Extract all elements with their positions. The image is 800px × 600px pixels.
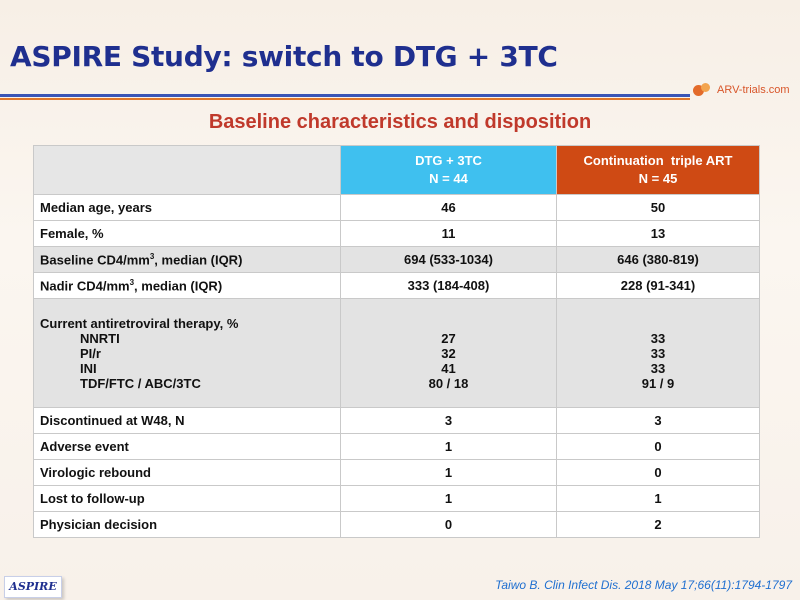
table-row: Nadir CD4/mm3, median (IQR) 333 (184-408… [33, 272, 760, 299]
art-dtg-pir: 32 [441, 345, 456, 361]
table-header-row: DTG + 3TC N = 44 Continuation triple ART… [33, 145, 760, 195]
cell-female-dtg: 11 [340, 220, 557, 247]
row-label-virologic-rebound: Virologic rebound [33, 459, 341, 486]
arv-trials-logo[interactable]: ARV-trials.com [693, 80, 790, 100]
art-dtg-ini: 41 [441, 360, 456, 376]
cell-nadir-dtg: 333 (184-408) [340, 272, 557, 299]
cd4-label-post: , median (IQR) [154, 252, 243, 268]
nadir-label-pre: Nadir CD4/mm [40, 278, 130, 294]
row-label-nadir: Nadir CD4/mm3, median (IQR) [33, 272, 341, 299]
header-dtg-name: DTG + 3TC [415, 153, 482, 168]
header-cont-n: N = 45 [638, 171, 678, 186]
cell-age-cont: 50 [556, 194, 760, 221]
logo-mark-icon [693, 83, 715, 97]
baseline-table: DTG + 3TC N = 44 Continuation triple ART… [33, 145, 760, 538]
table-row: Adverse event 1 0 [33, 433, 760, 460]
cell-cd4-dtg: 694 (533-1034) [340, 246, 557, 273]
slide-title: ASPIRE Study: switch to DTG + 3TC [10, 40, 558, 73]
row-label-cd4: Baseline CD4/mm3, median (IQR) [33, 246, 341, 273]
art-cont-pir: 33 [650, 345, 666, 361]
row-label-age: Median age, years [33, 194, 341, 221]
header-dtg-n: N = 44 [429, 171, 468, 186]
header-dtg-3tc: DTG + 3TC N = 44 [340, 145, 557, 195]
header-cont-name: Continuation triple ART [583, 153, 733, 168]
table-row: Physician decision 0 2 [33, 511, 760, 538]
aspire-badge: ASPIRE [4, 576, 62, 598]
table-row: Baseline CD4/mm3, median (IQR) 694 (533-… [33, 246, 760, 273]
header-continuation: Continuation triple ART N = 45 [556, 145, 760, 195]
cell-lost-dtg: 1 [340, 485, 557, 512]
art-label: Current antiretroviral therapy, % [40, 315, 239, 331]
cell-ae-cont: 0 [556, 433, 760, 460]
table-row: Lost to follow-up 1 1 [33, 485, 760, 512]
cell-nadir-cont: 228 (91-341) [556, 272, 760, 299]
cd4-label-pre: Baseline CD4/mm [40, 252, 150, 268]
table-row: Discontinued at W48, N 3 3 [33, 407, 760, 434]
title-rule-orange [0, 98, 690, 100]
cell-phys-cont: 2 [556, 511, 760, 538]
table-row: Median age, years 46 50 [33, 194, 760, 221]
table-row: Current antiretroviral therapy, % NNRTI … [33, 298, 760, 408]
row-label-lost-to-follow-up: Lost to follow-up [33, 485, 341, 512]
header-empty-cell [33, 145, 341, 195]
art-sub-backbone: TDF/FTC / ABC/3TC [80, 375, 201, 391]
cell-viro-dtg: 1 [340, 459, 557, 486]
art-cont-ini: 33 [650, 360, 666, 376]
row-label-physician-decision: Physician decision [33, 511, 341, 538]
cell-disc-dtg: 3 [340, 407, 557, 434]
cd4-label-sup: 3 [149, 251, 155, 261]
nadir-label-post: , median (IQR) [134, 278, 223, 294]
row-label-adverse-event: Adverse event [33, 433, 341, 460]
art-dtg-nnrti: 27 [441, 330, 456, 346]
art-dtg-backbone: 80 / 18 [428, 375, 469, 391]
row-label-discontinued: Discontinued at W48, N [33, 407, 341, 434]
citation[interactable]: Taiwo B. Clin Infect Dis. 2018 May 17;66… [495, 578, 792, 592]
row-label-art: Current antiretroviral therapy, % NNRTI … [33, 298, 341, 408]
title-rule-blue [0, 94, 690, 97]
cell-ae-dtg: 1 [340, 433, 557, 460]
cell-cd4-cont: 646 (380-819) [556, 246, 760, 273]
cell-disc-cont: 3 [556, 407, 760, 434]
cell-art-cont: 33 33 33 91 / 9 [556, 298, 760, 408]
art-sub-pir: PI/r [80, 345, 101, 361]
cell-female-cont: 13 [556, 220, 760, 247]
logo-text: ARV-trials.com [717, 84, 790, 96]
art-sub-ini: INI [80, 360, 97, 376]
cell-age-dtg: 46 [340, 194, 557, 221]
nadir-label-sup: 3 [129, 277, 135, 287]
art-cont-backbone: 91 / 9 [641, 375, 675, 391]
table-row: Female, % 11 13 [33, 220, 760, 247]
cell-lost-cont: 1 [556, 485, 760, 512]
cell-phys-dtg: 0 [340, 511, 557, 538]
cell-viro-cont: 0 [556, 459, 760, 486]
table-row: Virologic rebound 1 0 [33, 459, 760, 486]
slide-subtitle: Baseline characteristics and disposition [208, 111, 592, 133]
row-label-female: Female, % [33, 220, 341, 247]
art-cont-nnrti: 33 [650, 330, 666, 346]
cell-art-dtg: 27 32 41 80 / 18 [340, 298, 557, 408]
art-sub-nnrti: NNRTI [80, 330, 120, 346]
